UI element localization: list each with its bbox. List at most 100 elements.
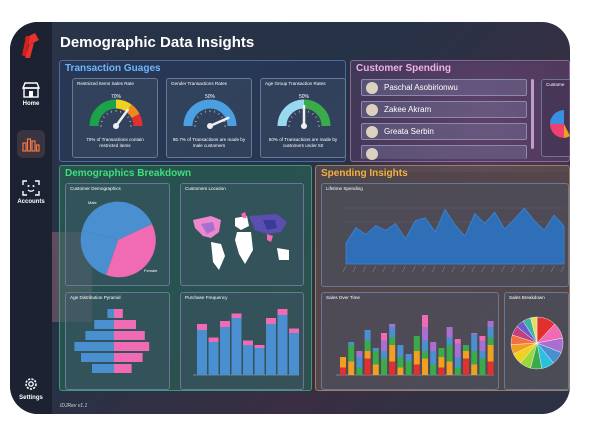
sales-bar-segment — [471, 334, 478, 351]
customer-demographics-title: Customer Demographics — [70, 186, 121, 191]
customer-row[interactable]: Zakee Akram — [361, 101, 527, 118]
sales-breakdown-chart — [510, 316, 564, 370]
sidebar-item-insights[interactable] — [17, 130, 45, 158]
sales-bar-segment — [471, 364, 478, 375]
gauge-needle — [208, 116, 230, 128]
avatar — [366, 104, 378, 116]
frequency-bar-top — [220, 321, 230, 327]
sales-bar-segment — [397, 345, 404, 357]
frequency-bar-top — [208, 337, 219, 342]
gauge-tick — [308, 110, 310, 113]
sidebar-item-settings[interactable]: Settings — [10, 376, 52, 401]
gauge-chart: 50% — [183, 94, 237, 129]
sales-bar-segment — [487, 361, 494, 375]
gauge-needle — [114, 108, 130, 128]
avatar — [366, 126, 378, 138]
sales-bar-segment — [422, 351, 428, 359]
gauge-card: Age Group Transaction Rates 50% 50% of Tra… — [260, 78, 346, 158]
pie-slice — [530, 316, 538, 344]
lifetime-spending-chart — [342, 207, 565, 273]
frequency-bar — [231, 318, 242, 375]
customer-name: Zakee Akram — [384, 105, 432, 114]
pyramid-bar-left — [94, 320, 114, 329]
sales-bar-segment — [479, 340, 486, 351]
sales-bar-segment — [381, 333, 387, 341]
gauge-tick — [218, 112, 220, 115]
sales-bar-segment — [446, 361, 453, 375]
gauge-band — [303, 99, 331, 127]
x-tick — [461, 265, 466, 273]
demographics-panel: Demographics Breakdown Customer Demograp… — [59, 165, 312, 391]
gauge-hub — [301, 123, 307, 129]
customers-location-card: Customers Location — [180, 183, 304, 286]
customer-row[interactable]: Paschal Asobirionwu — [361, 79, 527, 96]
pyramid-bar-left — [107, 309, 114, 318]
frequency-bar — [266, 324, 276, 375]
sidebar-item-home[interactable]: Home — [10, 82, 52, 107]
frequency-bar — [243, 345, 253, 375]
sales-bar-segment — [422, 358, 428, 375]
sales-breakdown-card: Sales Breakdown — [504, 292, 569, 390]
sales-bar-segment — [348, 361, 355, 375]
sales-bar-segment — [364, 358, 371, 375]
gauge-title: Gender Transactions Rates — [171, 81, 227, 86]
sales-bar-segment — [372, 351, 379, 365]
sales-bar-segment — [389, 345, 396, 362]
frequency-bar — [197, 330, 207, 375]
transaction-gauges-title: Transaction Guages — [65, 63, 161, 74]
x-tick — [402, 265, 406, 273]
page-title: Demographic Data Insights — [60, 34, 255, 51]
customer-row[interactable] — [361, 145, 527, 160]
frequency-bar-top — [197, 324, 207, 330]
sidebar-item-accounts-label: Accounts — [17, 199, 45, 205]
sales-bar-segment — [479, 351, 486, 359]
customer-scrollbar[interactable] — [531, 79, 534, 149]
sales-bar-segment — [356, 367, 363, 375]
frequency-bar — [277, 315, 288, 375]
sales-bar-segment — [463, 351, 469, 359]
sidebar-item-accounts[interactable]: Accounts — [10, 180, 52, 205]
gauge-tick — [290, 116, 293, 118]
spending-panel: Spending Insights Lifetime Spending Sale… — [315, 165, 570, 391]
x-tick — [511, 265, 515, 273]
pyramid-bar-right — [114, 342, 150, 351]
pyramid-bar-left — [81, 353, 114, 362]
sales-bar-segment — [389, 361, 396, 375]
sales-bar-segment — [430, 351, 437, 365]
gauge-value-label: 50% — [205, 94, 216, 100]
customer-demographics-card: Customer Demographics Male Female — [65, 183, 170, 286]
gauge-tick — [221, 116, 224, 118]
sales-bar-segment — [422, 315, 428, 327]
purchase-frequency-chart — [193, 309, 299, 376]
frequency-bar — [254, 348, 265, 375]
frequency-bar — [208, 342, 219, 375]
sales-bar-segment — [348, 345, 355, 362]
gauge-tick — [294, 112, 296, 115]
purchase-frequency-title: Purchase Frequency — [185, 295, 228, 300]
sales-bar-segment — [471, 351, 478, 365]
x-tick — [352, 265, 357, 273]
x-tick — [481, 265, 485, 273]
sidebar-item-home-label: Home — [22, 101, 40, 107]
gauge-tick — [312, 112, 314, 115]
x-tick — [362, 265, 367, 273]
x-tick — [392, 265, 396, 273]
gauge-caption: 70% of Transactions contain restricted i… — [86, 137, 144, 148]
sales-over-time-card: Sales Over Time — [321, 292, 499, 390]
purchase-frequency-card: Purchase Frequency — [180, 292, 304, 390]
sales-bar-segment — [356, 357, 363, 368]
x-tick — [550, 265, 555, 273]
x-tick — [441, 265, 446, 273]
frequency-bar-top — [231, 313, 242, 318]
sales-bar-segment — [413, 364, 420, 375]
customer-row[interactable]: Greata Serbin — [361, 123, 527, 140]
x-tick — [342, 265, 347, 273]
sales-bar-segment — [454, 367, 461, 375]
sales-bar-segment — [422, 327, 428, 341]
gauge-tick — [196, 116, 199, 118]
age-pyramid-chart — [74, 309, 150, 373]
sales-bar-segment — [479, 336, 486, 341]
sales-bar-segment — [438, 357, 445, 368]
store-icon — [22, 82, 40, 98]
customers-location-title: Customers Location — [185, 186, 226, 191]
